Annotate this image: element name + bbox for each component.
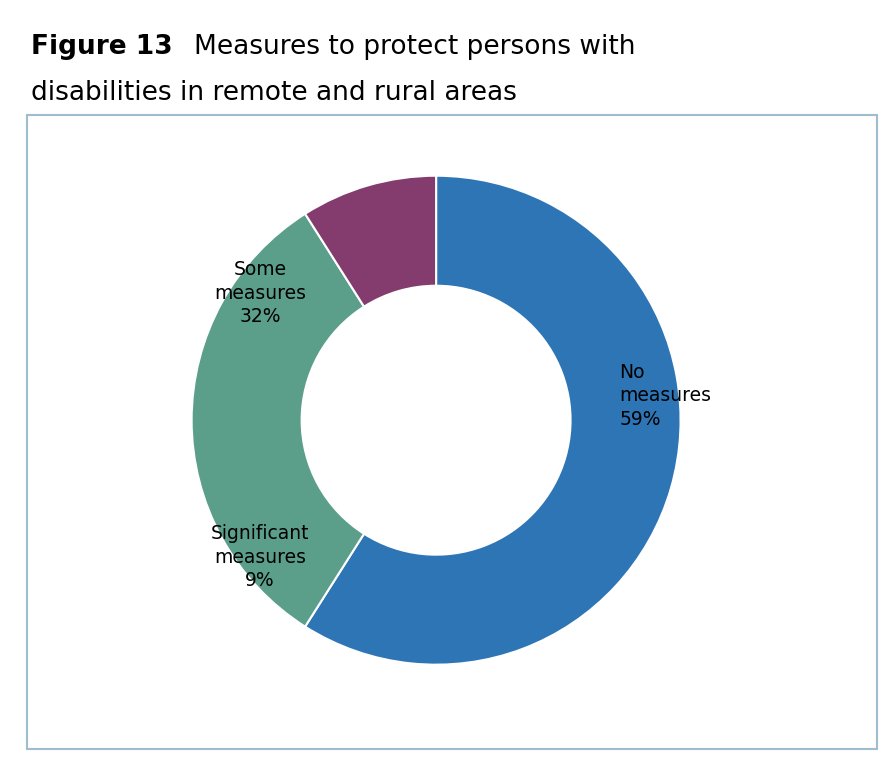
Text: Measures to protect persons with: Measures to protect persons with xyxy=(194,34,635,60)
Wedge shape xyxy=(191,214,364,626)
Text: Some
measures
32%: Some measures 32% xyxy=(214,260,306,326)
Text: Significant
measures
9%: Significant measures 9% xyxy=(211,524,310,590)
Wedge shape xyxy=(305,176,681,665)
Wedge shape xyxy=(305,176,436,306)
Text: disabilities in remote and rural areas: disabilities in remote and rural areas xyxy=(31,80,517,106)
Text: Figure 13: Figure 13 xyxy=(31,34,173,60)
Text: No
measures
59%: No measures 59% xyxy=(619,363,711,429)
